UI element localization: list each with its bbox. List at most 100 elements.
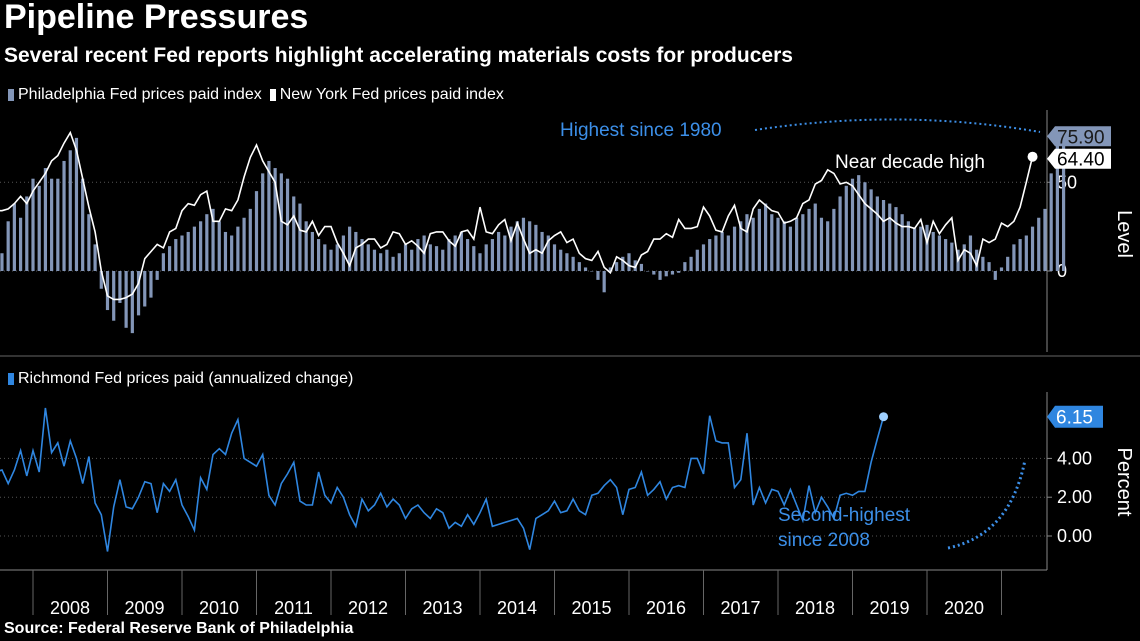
legend-label-ny: New York Fed prices paid index <box>279 86 504 103</box>
philly-bar <box>298 203 302 271</box>
philly-bar <box>670 271 675 275</box>
philly-end-label-text: 75.90 <box>1057 127 1105 148</box>
x-tick-label: 2013 <box>422 598 462 618</box>
philly-swatch <box>8 89 14 101</box>
philly-bar <box>850 178 855 271</box>
annotation-near-decade-high: Near decade high <box>835 152 985 173</box>
philly-bar <box>62 160 66 271</box>
philly-bar <box>25 196 29 271</box>
philly-bar <box>646 271 650 272</box>
source-note: Source: Federal Reserve Bank of Philadel… <box>4 620 354 637</box>
philly-bar <box>708 239 712 271</box>
philly-bar <box>68 150 72 271</box>
philly-bar <box>105 271 110 311</box>
richmond-end-label-text: 6.15 <box>1056 408 1093 429</box>
bottom-legend: Richmond Fed prices paid (annualized cha… <box>8 370 361 388</box>
philly-bar <box>745 214 749 271</box>
philly-bar <box>205 214 209 271</box>
philly-bar <box>1037 217 1041 271</box>
philly-bar <box>1049 173 1053 271</box>
philly-bar <box>677 271 681 273</box>
richmond-end-label: 6.15 <box>1047 405 1103 429</box>
philly-bar <box>987 262 991 271</box>
annotation-second-highest-curve <box>947 459 1027 550</box>
philly-bar <box>472 246 476 271</box>
philly-bar <box>999 267 1004 271</box>
philly-bar <box>658 271 662 280</box>
philly-bar <box>602 271 606 293</box>
philly-bar <box>857 175 861 271</box>
philly-bar <box>267 160 271 271</box>
philly-bar <box>503 235 507 271</box>
richmond-line <box>0 407 885 552</box>
philly-bar <box>919 226 923 271</box>
philly-bar <box>714 235 718 271</box>
philly-bar <box>161 253 165 271</box>
philly-bar <box>441 249 445 271</box>
x-tick-label: 2015 <box>571 598 611 618</box>
philly-bar <box>1012 244 1016 271</box>
philly-bar <box>292 196 296 271</box>
philly-bar <box>174 239 178 271</box>
philly-bar <box>6 221 10 271</box>
philly-bar <box>559 249 563 271</box>
bottom-y-axis-label: Percent <box>1113 448 1135 517</box>
x-tick-label: 2014 <box>497 598 537 618</box>
philly-bar <box>391 256 395 271</box>
philly-bar <box>888 203 892 271</box>
philly-bar <box>167 246 172 271</box>
philly-bar <box>490 239 495 271</box>
ny-endpoint-marker <box>1027 151 1038 162</box>
philly-bar <box>962 244 966 271</box>
philly-bar <box>323 244 327 271</box>
philly-bar <box>881 200 886 271</box>
philly-bar <box>528 221 532 271</box>
philly-bar <box>552 244 557 271</box>
philly-bar <box>689 256 693 271</box>
philly-bar <box>795 217 799 271</box>
philly-bar <box>118 271 122 303</box>
philly-bar <box>242 217 246 271</box>
philly-bar <box>217 221 221 271</box>
philly-bar <box>534 224 538 271</box>
chart-subtitle: Several recent Fed reports highlight acc… <box>4 44 793 67</box>
philly-bar <box>87 214 91 271</box>
philly-bar <box>112 271 116 321</box>
philly-bar <box>186 231 190 271</box>
philly-bar <box>993 271 997 280</box>
philly-bar <box>925 224 929 271</box>
philly-bar <box>329 249 333 271</box>
philly-bar <box>50 178 54 271</box>
philly-bar <box>354 231 358 271</box>
philly-bar <box>621 256 625 271</box>
philly-bar <box>478 253 482 271</box>
philly-bar <box>807 208 811 271</box>
philly-bar <box>372 249 377 271</box>
philly-bar <box>540 231 544 271</box>
philly-bar <box>981 256 985 271</box>
philly-bar <box>975 249 979 271</box>
philly-bar <box>1018 239 1022 271</box>
bottom-y-tick-label: 4.00 <box>1057 448 1092 468</box>
bottom-y-tick-label: 0.00 <box>1057 526 1092 546</box>
ny-end-label: 64.40 <box>1047 148 1111 171</box>
x-tick-label: 2016 <box>646 598 686 618</box>
philly-bar <box>410 249 414 271</box>
annotation-second-highest-line1: Second-highest <box>778 505 911 526</box>
philly-bar <box>149 271 153 298</box>
philly-bar <box>0 253 4 271</box>
philly-bar <box>571 256 575 271</box>
legend-label-richmond: Richmond Fed prices paid (annualized cha… <box>18 370 354 387</box>
philly-bar <box>614 262 619 271</box>
philly-bar <box>565 253 569 271</box>
philly-bar <box>1030 226 1035 271</box>
philly-bar <box>12 203 16 271</box>
philly-bar <box>199 221 203 271</box>
x-tick-label: 2008 <box>50 598 90 618</box>
philly-bar <box>223 231 228 271</box>
philly-bar <box>701 244 706 271</box>
philly-bar <box>801 214 805 271</box>
philly-bar <box>379 253 383 271</box>
philly-bar <box>130 271 134 334</box>
